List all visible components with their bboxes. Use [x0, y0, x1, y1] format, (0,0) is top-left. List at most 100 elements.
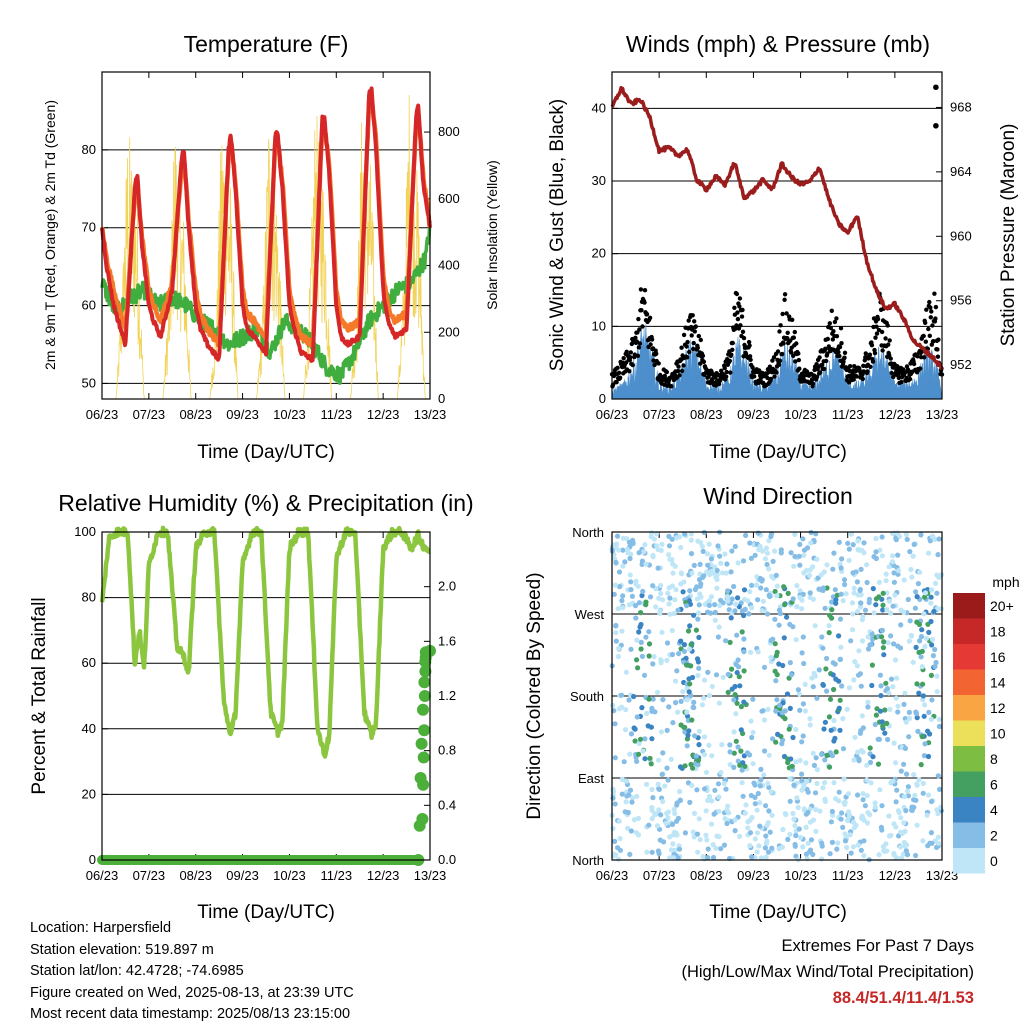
gust-point [933, 316, 938, 321]
direction-point [844, 706, 850, 712]
direction-point [891, 641, 897, 647]
direction-point [807, 722, 813, 728]
direction-point [857, 586, 864, 593]
y-tick-label: South [570, 689, 604, 704]
direction-point [647, 594, 654, 600]
direction-point [854, 663, 861, 669]
direction-point [674, 668, 680, 674]
direction-point [858, 566, 864, 573]
gust-point [865, 369, 870, 374]
direction-point [681, 648, 688, 655]
direction-point [880, 645, 887, 651]
gust-point [679, 345, 684, 350]
gust-point [842, 355, 847, 360]
direction-point [708, 556, 715, 562]
direction-point [925, 843, 931, 849]
direction-point [790, 734, 796, 741]
direction-point [748, 649, 754, 655]
direction-point [849, 600, 856, 606]
direction-point [819, 751, 825, 758]
y-tick-label: 60 [82, 298, 96, 313]
gust-point [768, 376, 774, 382]
direction-point [880, 602, 886, 608]
extremes-values: 88.4/51.4/11.4/1.53 [832, 989, 974, 1007]
direction-point [865, 704, 871, 710]
direction-point [684, 743, 690, 749]
direction-point [617, 835, 623, 842]
x-tick-label: 07/23 [133, 868, 166, 883]
direction-point [925, 753, 932, 760]
station-latlon: Station lat/lon: 42.4728; -74.6985 [30, 963, 244, 979]
direction-point [677, 764, 684, 770]
gust-point [638, 287, 644, 292]
winds-title: Winds (mph) & Pressure (mb) [626, 31, 930, 57]
direction-point [861, 540, 867, 546]
y2-tick-label: 1.6 [438, 633, 456, 648]
direction-point [769, 845, 775, 851]
direction-point [761, 664, 768, 670]
direction-point [732, 692, 738, 698]
direction-point [636, 751, 642, 757]
y-tick-label: 0 [89, 852, 96, 867]
gust-point [889, 370, 894, 376]
direction-point [764, 561, 770, 568]
rain-point [418, 676, 431, 689]
direction-point [800, 844, 806, 850]
direction-point [898, 622, 904, 628]
direction-point [724, 807, 730, 813]
direction-point [619, 776, 625, 783]
direction-point [638, 646, 644, 652]
gust-point [777, 329, 782, 334]
gust-point [656, 361, 661, 366]
direction-point [773, 653, 780, 659]
gust-point [901, 367, 906, 372]
direction-point [859, 638, 866, 644]
direction-point [718, 560, 724, 566]
direction-point [880, 723, 886, 729]
gust-point [781, 341, 786, 346]
temperature-xlabel: Time (Day/UTC) [197, 442, 335, 463]
direction-point [762, 845, 769, 851]
y2-tick-label: 0.4 [438, 797, 456, 812]
direction-point [782, 602, 788, 608]
gust-point [722, 365, 727, 371]
direction-point [846, 546, 852, 552]
direction-point [756, 843, 762, 849]
gust-point [644, 312, 650, 317]
direction-point [718, 846, 724, 852]
direction-point [689, 717, 695, 723]
gust-point [664, 369, 669, 375]
direction-point [695, 762, 701, 768]
direction-point [632, 726, 638, 732]
gust-point [616, 370, 622, 375]
direction-point [696, 816, 702, 822]
direction-point [686, 646, 693, 652]
gust-point [628, 350, 633, 355]
direction-point [631, 693, 637, 700]
gust-point [716, 381, 722, 387]
direction-point [822, 796, 828, 802]
direction-point [884, 720, 890, 727]
gust-point [669, 384, 674, 389]
y2-tick-label: 960 [950, 228, 972, 243]
direction-point [928, 716, 935, 722]
direction-point [657, 610, 663, 616]
direction-point [855, 608, 861, 615]
direction-point [666, 543, 673, 549]
direction-point [826, 764, 833, 770]
direction-point [764, 550, 771, 556]
gust-point [933, 84, 939, 91]
direction-point [664, 640, 671, 646]
direction-point [706, 541, 712, 547]
y-tick-label: 50 [82, 375, 96, 390]
direction-point [705, 846, 711, 852]
direction-point [830, 672, 836, 678]
direction-point [665, 809, 672, 815]
direction-point [858, 683, 864, 689]
direction-point [826, 714, 833, 720]
direction-point [654, 823, 661, 829]
gust-point [627, 369, 632, 374]
direction-point [660, 697, 666, 703]
humidity-panel: Relative Humidity (%) & Precipitation (i… [29, 490, 474, 923]
